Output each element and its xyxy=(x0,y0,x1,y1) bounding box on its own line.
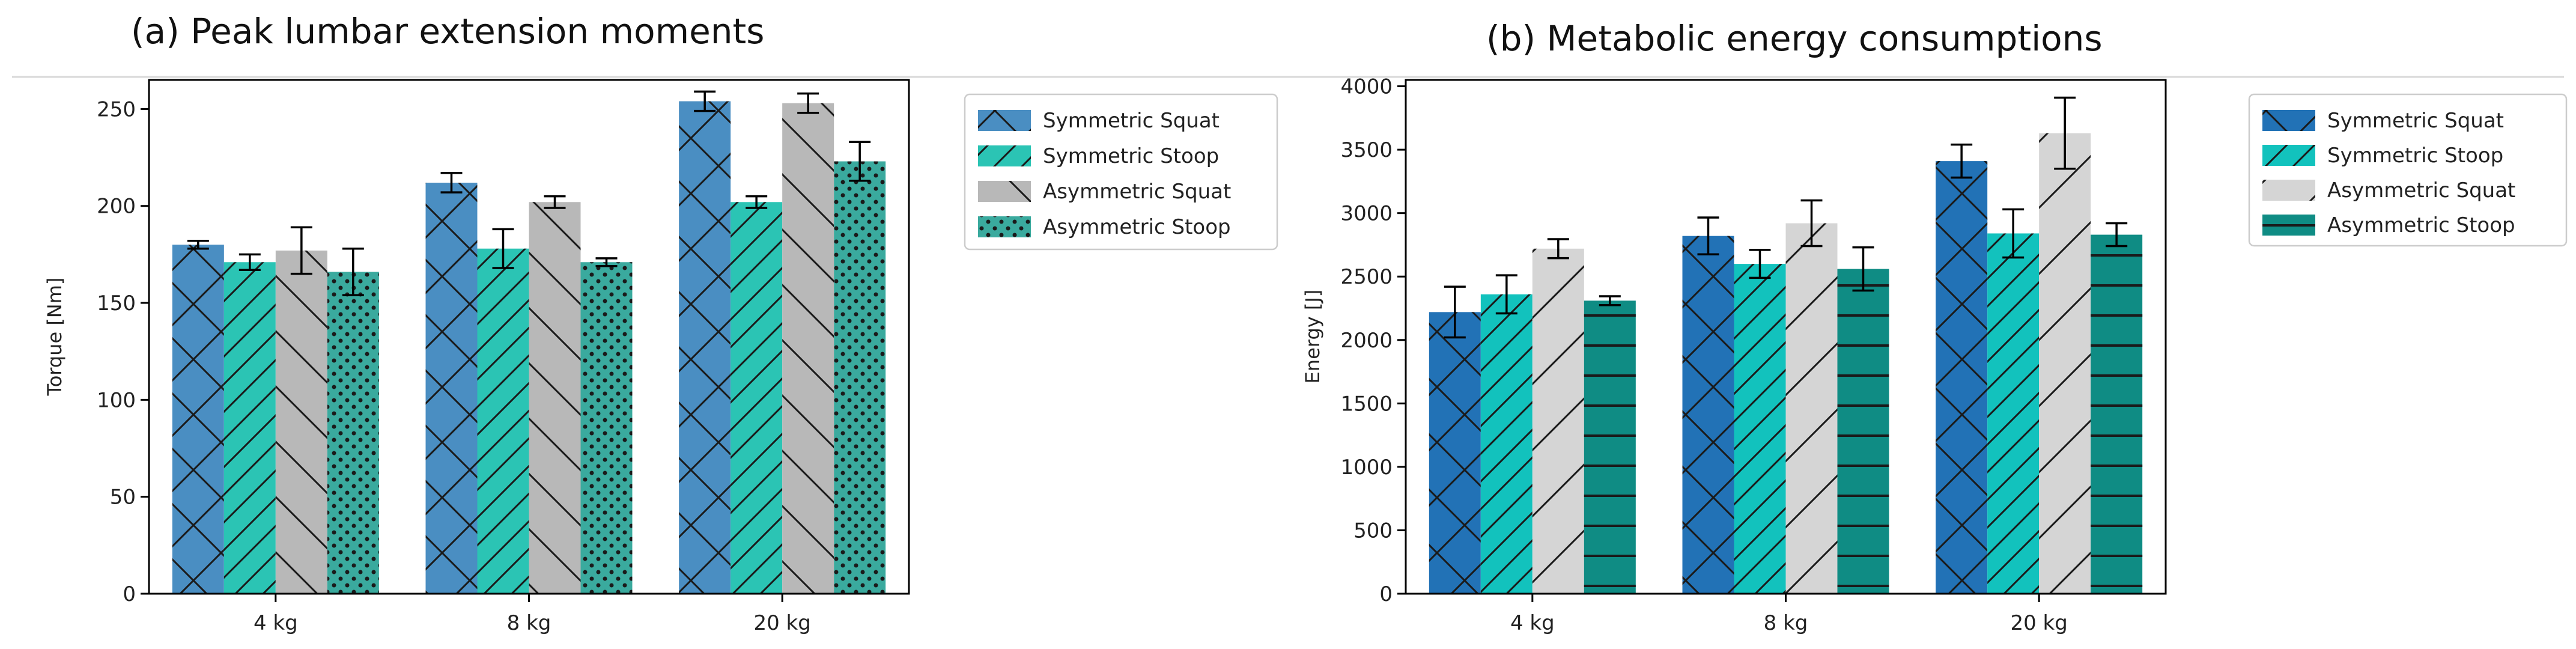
bar-hatch xyxy=(529,202,581,594)
y-tick-label: 3500 xyxy=(1340,138,1393,162)
y-tick-label: 500 xyxy=(1353,519,1393,543)
y-axis-label: Torque [Nm] xyxy=(43,278,66,397)
bar-hatch xyxy=(834,161,886,594)
legend: Symmetric Squat Symmetric Stoop Asymmetric… xyxy=(964,93,1278,251)
legend-swatch-hatch xyxy=(2262,110,2315,131)
chart-title: (a) Peak lumbar extension moments xyxy=(131,11,764,52)
bar-hatch xyxy=(580,262,633,594)
bar-hatch xyxy=(2091,234,2143,594)
y-tick-label: 150 xyxy=(97,291,136,315)
legend-swatch-hatch xyxy=(2262,180,2315,201)
legend-swatch-hatch xyxy=(978,181,1031,202)
bar-hatch xyxy=(1584,300,1636,594)
bar-hatch xyxy=(1936,161,1988,594)
chart-title: (b) Metabolic energy consumptions xyxy=(1486,18,2103,59)
y-tick-label: 1000 xyxy=(1340,456,1393,480)
bar-hatch xyxy=(679,101,731,594)
bar-hatch xyxy=(2039,133,2091,594)
bar-hatch xyxy=(327,272,379,594)
y-tick-label: 200 xyxy=(97,195,136,219)
legend-label: Symmetric Stoop xyxy=(2327,144,2503,168)
y-tick-label: 4000 xyxy=(1340,75,1393,99)
chart-b: (b) Metabolic energy consumptions 0 500 100… xyxy=(1301,18,2568,635)
bar-hatch xyxy=(223,262,276,594)
y-tick-label: 2000 xyxy=(1340,329,1393,353)
bar-hatch xyxy=(1682,236,1734,594)
legend-frame xyxy=(2248,93,2568,247)
y-tick-label: 0 xyxy=(1379,582,1393,606)
legend-swatch-hatch xyxy=(978,110,1031,131)
bar-hatch xyxy=(425,183,478,594)
legend-swatch-hatch xyxy=(978,216,1031,237)
bar-hatch xyxy=(1734,264,1786,594)
y-axis-label: Energy [J] xyxy=(1301,290,1324,384)
x-tick-label: 8 kg xyxy=(507,611,551,635)
bar-hatch xyxy=(1532,248,1584,594)
legend-label: Asymmetric Squat xyxy=(2327,178,2515,203)
legend-label: Asymmetric Stoop xyxy=(1043,215,1231,239)
bar-hatch xyxy=(1480,294,1533,594)
legend-swatch-hatch xyxy=(978,145,1031,166)
y-tick-label: 0 xyxy=(123,582,136,606)
x-tick-label: 20 kg xyxy=(753,611,810,635)
chart-a: (a) Peak lumbar extension moments 0 50 100 1… xyxy=(43,11,1278,635)
legend-label: Symmetric Squat xyxy=(2327,109,2504,133)
legend-frame xyxy=(964,93,1278,251)
legend-label: Asymmetric Stoop xyxy=(2327,213,2515,237)
legend-swatch-hatch xyxy=(2262,145,2315,166)
y-tick-label: 1500 xyxy=(1340,392,1393,416)
legend-label: Symmetric Squat xyxy=(1043,109,1220,133)
y-tick-label: 2500 xyxy=(1340,265,1393,289)
bar-hatch xyxy=(172,245,224,594)
x-tick-label: 8 kg xyxy=(1764,611,1808,635)
bar-hatch xyxy=(275,250,327,594)
x-tick-label: 4 kg xyxy=(254,611,298,635)
legend: Symmetric Squat Symmetric Stoop Asymmetric… xyxy=(2248,93,2568,247)
y-tick-label: 50 xyxy=(110,486,136,510)
bar-hatch xyxy=(1429,312,1481,594)
legend-swatch-hatch xyxy=(2262,215,2315,236)
y-tick-label: 250 xyxy=(97,97,136,121)
x-tick-label: 20 kg xyxy=(2010,611,2067,635)
y-tick-label: 100 xyxy=(97,388,136,412)
bar-hatch xyxy=(477,248,529,594)
x-tick-label: 4 kg xyxy=(1510,611,1555,635)
bar-hatch xyxy=(731,202,783,594)
y-tick-label: 3000 xyxy=(1340,202,1393,226)
bar-hatch xyxy=(1837,269,1889,594)
bar-hatch xyxy=(782,103,834,594)
legend-label: Asymmetric Squat xyxy=(1043,180,1231,204)
bar-hatch xyxy=(1785,223,1838,594)
legend-label: Symmetric Stoop xyxy=(1043,144,1219,168)
bar-hatch xyxy=(1987,233,2040,594)
